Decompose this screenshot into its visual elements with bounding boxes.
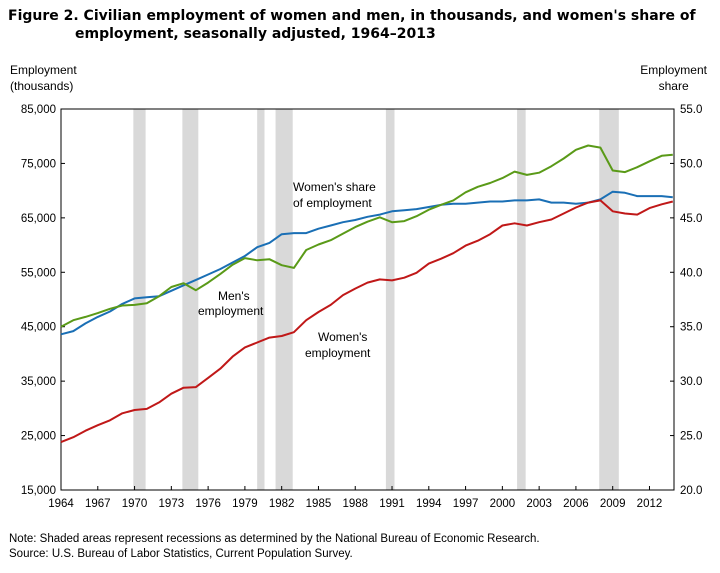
mens-employment-annotation-line1: Men's — [218, 289, 250, 303]
x-tick-label: 2000 — [490, 498, 516, 510]
x-tick-label: 2006 — [563, 498, 589, 510]
left-axis-ticks: 15,000 25,000 35,000 45,000 55,000 65,000 75,0… — [21, 104, 65, 497]
series-lines — [60, 144, 674, 444]
left-axis-label: Employment (thousands) — [10, 62, 77, 94]
womens-employment-annotation-line1: Women's — [318, 330, 367, 344]
recession-band — [599, 109, 619, 490]
x-tick-label: 1976 — [195, 498, 221, 510]
x-tick-label: 1988 — [342, 498, 368, 510]
chart-title: Figure 2. Civilian employment of women a… — [8, 7, 712, 43]
x-tick-label: 1970 — [122, 498, 148, 510]
right-tick-label: 20.0 — [680, 485, 702, 497]
x-tick-label: 2009 — [600, 498, 626, 510]
womens-employment-line — [60, 199, 674, 444]
right-tick-label: 35.0 — [680, 322, 702, 334]
right-tick-label: 50.0 — [680, 158, 702, 170]
x-tick-label: 1967 — [85, 498, 111, 510]
x-tick-label: 1994 — [416, 498, 442, 510]
x-tick-label: 1964 — [48, 498, 74, 510]
x-tick-label: 1979 — [232, 498, 258, 510]
recession-band — [133, 109, 146, 490]
right-axis-label-line2: share — [658, 79, 689, 93]
x-tick-label: 2012 — [637, 498, 663, 510]
x-tick-label: 1973 — [159, 498, 185, 510]
womens-share-line — [60, 190, 673, 336]
left-tick-label: 45,000 — [21, 322, 56, 334]
right-axis-label-line1: Employment — [640, 63, 707, 77]
mens-employment-line — [60, 144, 673, 328]
right-tick-label: 30.0 — [680, 376, 702, 388]
recession-band — [385, 109, 395, 490]
right-tick-label: 55.0 — [680, 104, 702, 116]
womens-share-annotation-line2: of employment — [293, 196, 372, 210]
left-tick-label: 65,000 — [21, 213, 56, 225]
chart-title-line1: Figure 2. Civilian employment of women a… — [8, 8, 696, 24]
recession-band — [517, 109, 526, 490]
right-tick-label: 40.0 — [680, 267, 702, 279]
recession-band — [257, 109, 265, 490]
right-axis-label: Employment share — [640, 62, 707, 94]
x-tick-label: 2003 — [526, 498, 552, 510]
left-axis-label-line1: Employment — [10, 63, 77, 77]
chart-source: Source: U.S. Bureau of Labor Statistics,… — [9, 548, 353, 560]
plot-frame — [60, 108, 675, 491]
womens-share-annotation-line1: Women's share — [293, 180, 376, 194]
recession-band — [275, 109, 293, 490]
x-tick-label: 1991 — [379, 498, 405, 510]
left-tick-label: 25,000 — [21, 431, 56, 443]
recession-band — [182, 109, 199, 490]
right-tick-label: 45.0 — [680, 213, 702, 225]
right-tick-label: 25.0 — [680, 431, 702, 443]
chart-note: Note: Shaded areas represent recessions … — [9, 533, 540, 545]
x-tick-label: 1997 — [453, 498, 479, 510]
left-tick-label: 35,000 — [21, 376, 56, 388]
mens-employment-annotation-line2: employment — [198, 304, 264, 318]
womens-employment-annotation-line2: employment — [305, 346, 371, 360]
left-tick-label: 75,000 — [21, 158, 56, 170]
left-tick-label: 55,000 — [21, 267, 56, 279]
x-axis-ticks: 1964 1967 1970 1973 1976 1979 1982 1985 1988 1991… — [48, 486, 662, 510]
recession-bands — [133, 109, 619, 490]
left-axis-label-line2: (thousands) — [10, 79, 74, 93]
left-tick-label: 15,000 — [21, 485, 56, 497]
x-tick-label: 1982 — [269, 498, 295, 510]
chart-title-line2: employment, seasonally adjusted, 1964–20… — [75, 26, 436, 42]
x-tick-label: 1985 — [306, 498, 332, 510]
right-axis-ticks: 20.0 25.0 30.0 35.0 40.0 45.0 50.0 55.0 — [670, 104, 702, 497]
left-tick-label: 85,000 — [21, 104, 56, 116]
